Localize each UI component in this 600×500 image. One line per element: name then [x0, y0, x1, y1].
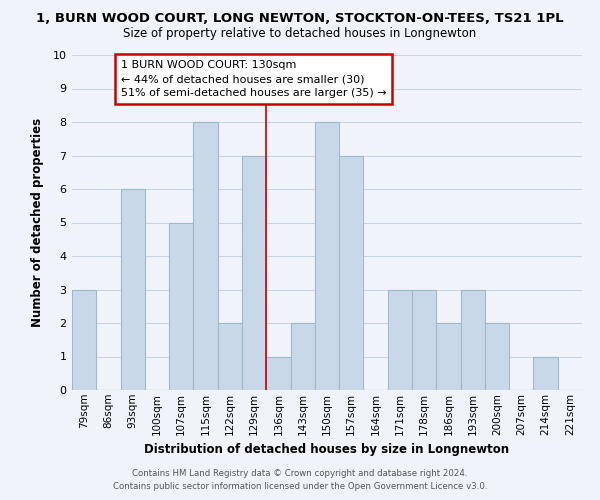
Text: 1 BURN WOOD COURT: 130sqm
← 44% of detached houses are smaller (30)
51% of semi-: 1 BURN WOOD COURT: 130sqm ← 44% of detac… — [121, 60, 386, 98]
Bar — [315, 122, 339, 390]
Bar — [72, 290, 96, 390]
Bar — [412, 290, 436, 390]
Bar — [242, 156, 266, 390]
Bar — [533, 356, 558, 390]
Bar — [193, 122, 218, 390]
Text: Contains HM Land Registry data © Crown copyright and database right 2024.
Contai: Contains HM Land Registry data © Crown c… — [113, 470, 487, 491]
Bar — [436, 323, 461, 390]
Bar — [169, 222, 193, 390]
Bar — [290, 323, 315, 390]
Bar — [121, 189, 145, 390]
Bar — [339, 156, 364, 390]
Y-axis label: Number of detached properties: Number of detached properties — [31, 118, 44, 327]
Text: 1, BURN WOOD COURT, LONG NEWTON, STOCKTON-ON-TEES, TS21 1PL: 1, BURN WOOD COURT, LONG NEWTON, STOCKTO… — [36, 12, 564, 26]
Bar — [461, 290, 485, 390]
Bar — [485, 323, 509, 390]
X-axis label: Distribution of detached houses by size in Longnewton: Distribution of detached houses by size … — [145, 443, 509, 456]
Bar — [388, 290, 412, 390]
Bar — [266, 356, 290, 390]
Text: Size of property relative to detached houses in Longnewton: Size of property relative to detached ho… — [124, 28, 476, 40]
Bar — [218, 323, 242, 390]
